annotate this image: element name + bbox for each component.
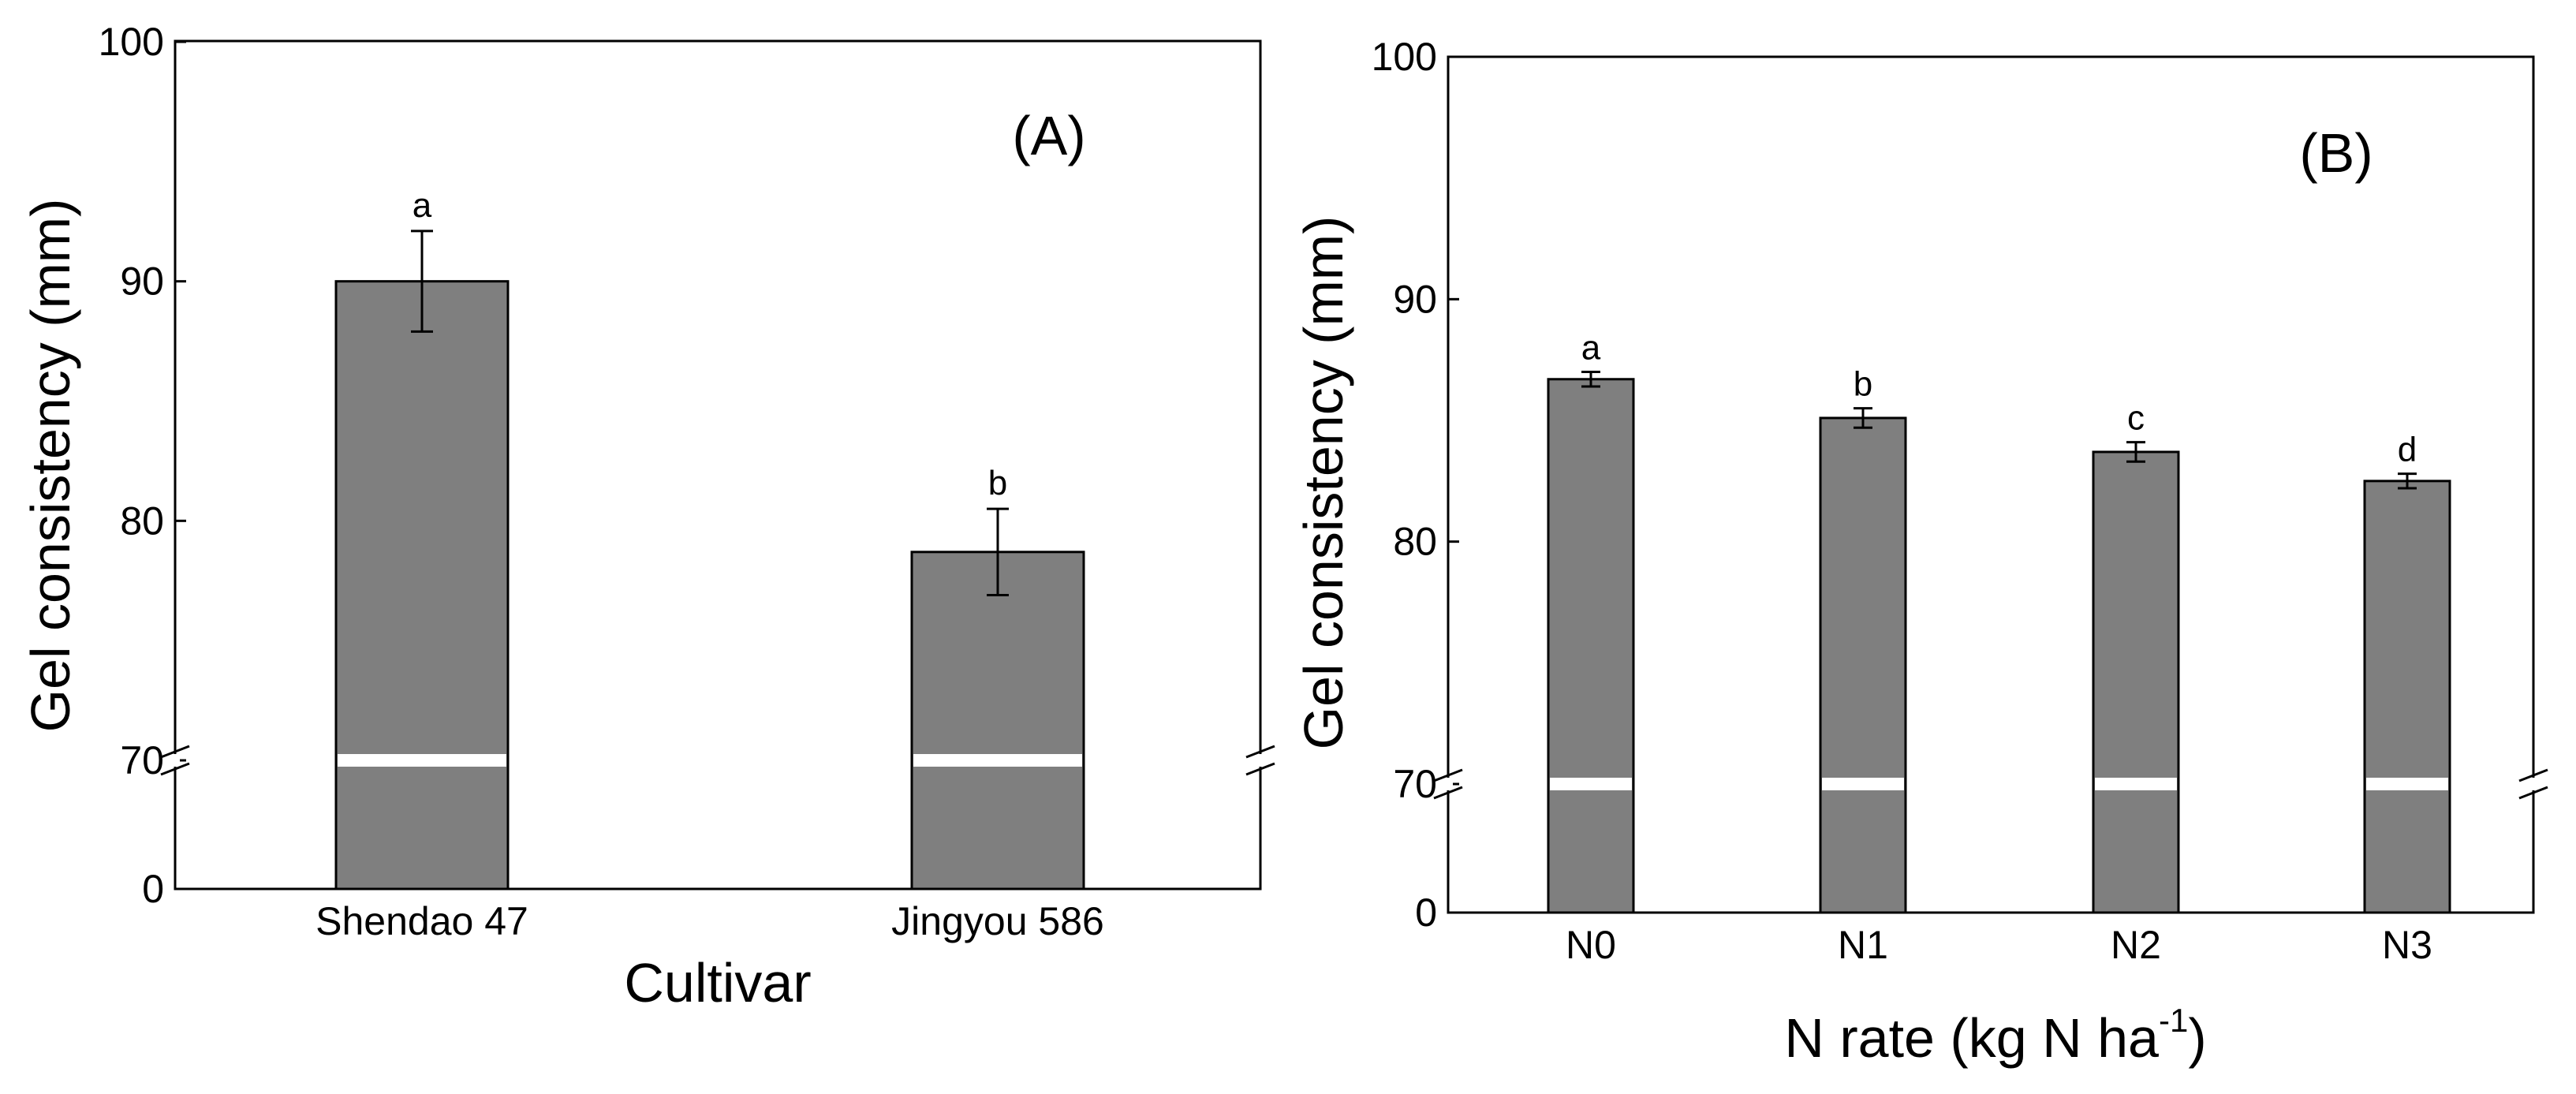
axis-break-slash-lower-b-0 — [1433, 786, 1463, 800]
panel-label-b: (B) — [2299, 122, 2373, 184]
axis-break-gap-a-1 — [1256, 754, 1265, 767]
x-axis-title-b: N rate (kg N ha-1) — [1784, 1002, 2206, 1069]
axis-break-gap-a-0 — [170, 754, 180, 767]
axis-break-slash-upper-a-1 — [1245, 745, 1275, 759]
x-tick-label-b-1: N1 — [1838, 923, 1888, 967]
bars-b: a b c d — [1547, 329, 2451, 914]
bar-break-gap-b-2 — [2095, 778, 2177, 790]
y-tick-label-b-4: 100 — [1372, 35, 1437, 79]
bar-break-gap-a-0 — [338, 754, 506, 767]
x-tick-label-b-0: N0 — [1566, 923, 1616, 967]
axis-break-gap-b-0 — [1443, 778, 1453, 790]
axis-break-gap-b-1 — [2529, 778, 2538, 790]
bar-b-1 — [1819, 416, 1907, 914]
significance-label-b-2: c — [2127, 399, 2145, 438]
x-tick-label-a-1: Jingyou 586 — [891, 899, 1104, 943]
y-ticks-a: 0 70 80 90 100 — [99, 20, 1275, 911]
y-tick-label-b-2: 80 — [1393, 520, 1437, 564]
axis-break-slash-lower-b-1 — [2518, 786, 2548, 800]
significance-label-b-1: b — [1854, 365, 1872, 404]
y-tick-label-a-0: 0 — [142, 867, 164, 911]
bar-a-0 — [334, 280, 510, 891]
x-axis-title-b-sup: -1 — [2159, 1002, 2188, 1039]
axis-break-slash-upper-b-1 — [2518, 768, 2548, 782]
y-axis-title-b: Gel consistency (mm) — [1293, 216, 1354, 750]
significance-label-a-0: a — [413, 186, 432, 225]
y-tick-label-b-1: 70 — [1393, 762, 1437, 806]
x-tick-label-a-0: Shendao 47 — [315, 899, 528, 943]
axis-break-slash-lower-a-1 — [1245, 762, 1275, 776]
y-tick-label-b-0: 0 — [1415, 891, 1437, 935]
significance-label-b-3: d — [2398, 431, 2417, 469]
bar-b-3 — [2363, 480, 2451, 914]
bar-break-gap-b-1 — [1822, 778, 1904, 790]
bar-a-1 — [910, 551, 1085, 891]
y-ticks-b: 0 70 80 90 100 — [1372, 35, 2548, 935]
axis-break-slash-lower-a-0 — [160, 762, 190, 776]
x-axis-title-b-close: ) — [2188, 1007, 2206, 1069]
bar-break-gap-b-3 — [2366, 778, 2448, 790]
x-tick-label-b-2: N2 — [2111, 923, 2161, 967]
bar-b-2 — [2092, 450, 2180, 914]
y-tick-label-a-3: 90 — [120, 259, 164, 304]
panel-label-a: (A) — [1012, 105, 1085, 166]
bars-a: ab — [334, 186, 1085, 891]
panel-b: a b c d 0 70 80 90 100 (B) N0 N1 N2 N3 N rate (… — [1293, 35, 2548, 1069]
plot-frame-b — [1447, 55, 2535, 914]
axis-break-slash-upper-b-0 — [1433, 768, 1463, 782]
y-tick-label-a-1: 70 — [120, 738, 164, 782]
x-axis-title-a: Cultivar — [624, 952, 811, 1014]
x-tick-label-b-3: N3 — [2382, 923, 2432, 967]
plot-frame-a — [174, 39, 1262, 891]
y-tick-label-b-3: 90 — [1393, 277, 1437, 321]
y-tick-label-a-4: 100 — [99, 20, 164, 64]
bar-break-gap-a-1 — [913, 754, 1082, 767]
y-tick-label-a-2: 80 — [120, 498, 164, 543]
bar-break-gap-b-0 — [1550, 778, 1632, 790]
axis-break-slash-upper-a-0 — [160, 745, 190, 759]
significance-label-b-0: a — [1581, 329, 1601, 368]
y-axis-title-a: Gel consistency (mm) — [20, 199, 81, 733]
bar-b-0 — [1547, 378, 1635, 914]
significance-label-a-1: b — [988, 464, 1007, 502]
x-axis-title-b-main: N rate (kg N ha — [1784, 1007, 2159, 1069]
